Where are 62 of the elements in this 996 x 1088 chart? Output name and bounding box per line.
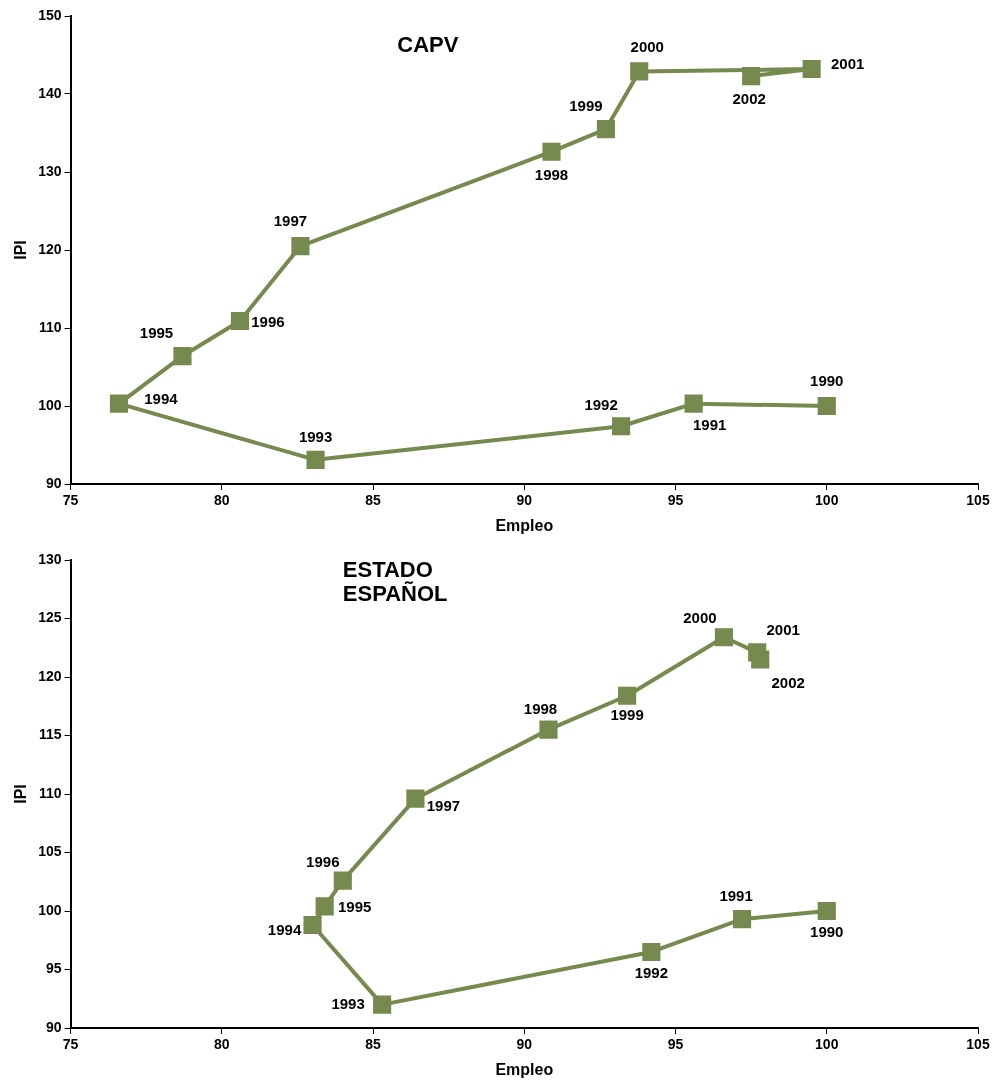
text: CAPV (397, 31, 459, 57)
y-tick-label: 90 (45, 474, 62, 491)
annotation: 1993 (331, 994, 365, 1012)
y-tick-label: 105 (38, 843, 62, 860)
annotation: 1997 (426, 796, 461, 814)
y-tick-label: 150 (38, 6, 62, 23)
y-tick-label: 130 (38, 550, 62, 567)
x-tick-label: 80 (214, 492, 230, 509)
x-tick-label: 85 (365, 1036, 382, 1053)
annotation: 2002 (732, 90, 766, 108)
x-axis-title: Empleo (495, 1060, 554, 1078)
annotation: 1994 (267, 921, 302, 939)
annotation: 1992 (634, 964, 669, 982)
annotation: 1990 (810, 372, 844, 390)
annotation: 2001 (830, 55, 865, 73)
x-tick-label: 85 (365, 492, 382, 509)
x-axis-title: Empleo (495, 516, 554, 534)
annotation: 1993 (298, 427, 333, 445)
annotation: 1992 (584, 396, 618, 414)
annotation: 1995 (337, 898, 372, 916)
y-tick-label: 110 (38, 318, 62, 335)
annotation: 1996 (251, 313, 285, 331)
annotation: 1991 (692, 415, 727, 433)
y-tick-label: 130 (38, 162, 62, 179)
x-tick-label: 90 (516, 492, 533, 509)
y-tick-label: 120 (38, 667, 62, 684)
annotation: 1994 (144, 389, 179, 407)
annotation: 1998 (523, 699, 558, 717)
y-tick-label: 120 (38, 240, 62, 257)
y-axis-title: IPI (12, 240, 30, 260)
annotation: 1996 (306, 852, 340, 870)
annotation: 1999 (610, 705, 644, 723)
y-tick-label: 90 (45, 1018, 62, 1035)
annotation: 1990 (810, 923, 844, 941)
y-tick-label: 140 (38, 84, 62, 101)
x-tick-label: 100 (815, 1036, 839, 1053)
annotation: 2001 (766, 620, 800, 638)
y-tick-label: 95 (45, 960, 62, 977)
x-tick-label: 100 (815, 492, 839, 509)
x-tick-label: 75 (62, 1036, 79, 1053)
annotation: 1998 (534, 165, 569, 183)
x-tick-label: 105 (966, 1036, 990, 1053)
y-tick-label: 110 (38, 784, 62, 801)
chart-title: ESTADO ESPAÑOL (342, 557, 448, 607)
annotation: 2002 (771, 673, 805, 691)
x-tick-label: 95 (667, 492, 684, 509)
x-tick-label: 105 (966, 492, 990, 509)
annotation: 1997 (273, 212, 308, 230)
annotation: 2000 (683, 609, 717, 627)
x-tick-label: 80 (214, 1036, 230, 1053)
x-tick-label: 75 (62, 492, 79, 509)
y-tick-label: 100 (38, 901, 62, 918)
y-tick-label: 100 (38, 396, 62, 413)
y-tick-label: 125 (38, 609, 62, 626)
annotation: 2000 (630, 37, 664, 55)
annotation: 1999 (569, 97, 603, 115)
x-tick-label: 90 (516, 1036, 533, 1053)
x-tick-label: 95 (667, 1036, 684, 1053)
annotation: 1995 (139, 324, 174, 342)
y-axis-title: IPI (12, 784, 30, 804)
annotation: 1991 (719, 887, 753, 905)
y-tick-label: 115 (38, 726, 62, 743)
